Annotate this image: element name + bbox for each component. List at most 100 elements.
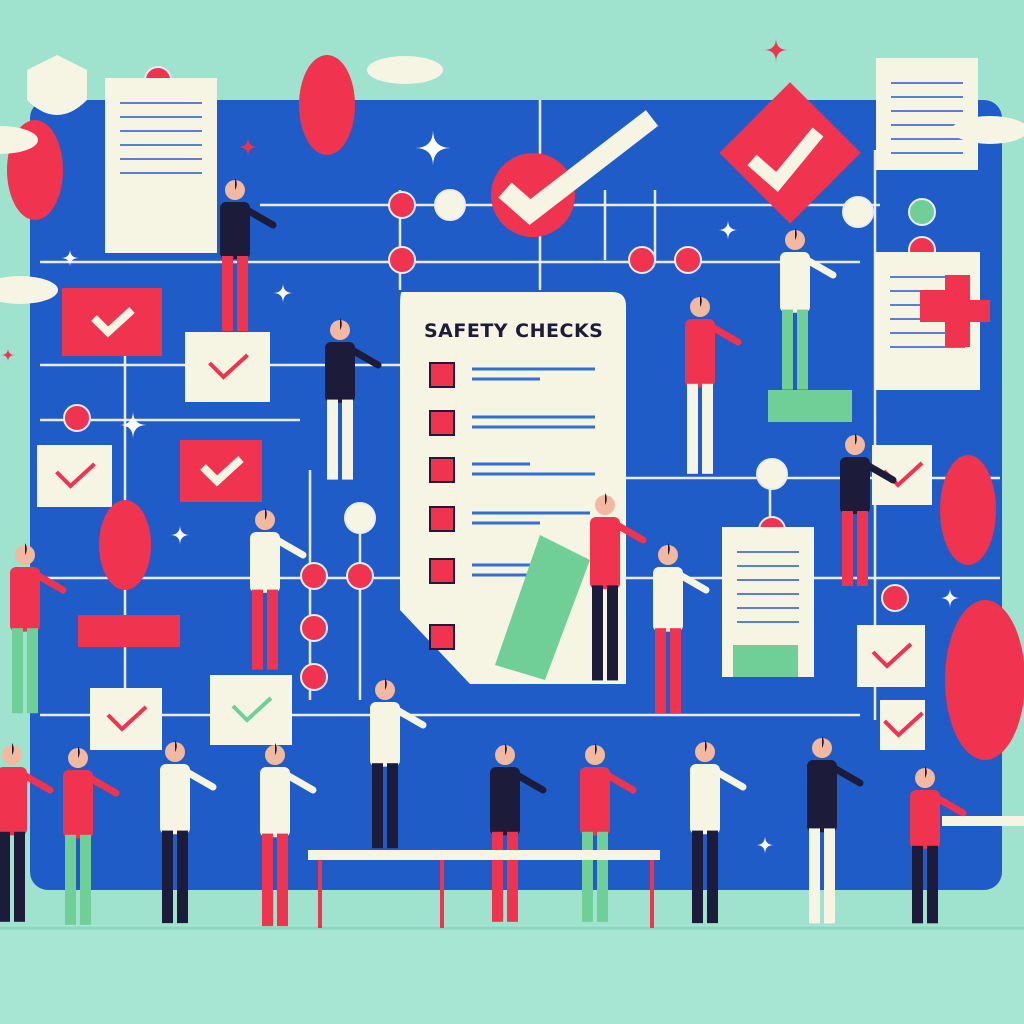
person <box>250 508 307 670</box>
check-card <box>185 332 270 402</box>
flow-node <box>881 584 909 612</box>
sparkle-icon <box>170 525 190 545</box>
check-card <box>857 625 925 687</box>
person-arm <box>713 768 747 791</box>
person-leg <box>327 399 338 480</box>
check-card <box>90 688 162 750</box>
person-leg <box>277 833 288 927</box>
flow-node <box>908 198 936 226</box>
person-torso <box>63 770 93 839</box>
person-hair <box>385 678 387 690</box>
person-hair <box>822 736 824 748</box>
leaves <box>0 55 1024 760</box>
person-leg <box>12 628 23 714</box>
check-icon <box>231 696 273 723</box>
person-hair <box>595 743 597 755</box>
person-leg <box>582 831 593 922</box>
check-icon <box>498 110 659 225</box>
table-leg <box>318 860 322 928</box>
sparkle-icon <box>756 836 774 854</box>
leaf <box>299 55 355 155</box>
person-leg <box>607 585 618 681</box>
flow-node <box>388 246 416 274</box>
cloud <box>0 126 38 154</box>
green-block <box>733 645 798 677</box>
person-leg <box>597 831 608 922</box>
sparkle-icon <box>940 588 960 608</box>
person-torso <box>160 764 190 835</box>
flow-node <box>346 562 374 590</box>
person-hair <box>795 228 797 240</box>
person-leg <box>262 833 273 927</box>
person-leg <box>687 383 698 474</box>
person-arm <box>513 771 547 794</box>
person-hair <box>340 318 342 330</box>
person-leg <box>0 831 10 922</box>
person <box>160 740 217 924</box>
person-leg <box>797 309 808 390</box>
person-hair <box>925 766 927 778</box>
person-torso <box>325 342 355 403</box>
person-hair <box>235 178 237 190</box>
person-leg <box>824 828 835 924</box>
person-leg <box>707 830 718 924</box>
person-arm <box>830 764 864 787</box>
person-leg <box>670 628 681 714</box>
sparkles <box>1 38 960 854</box>
person-torso <box>910 790 940 849</box>
person-torso <box>780 252 810 313</box>
flow-node <box>756 458 788 490</box>
person <box>260 743 317 927</box>
person-hair <box>605 493 607 505</box>
check-card <box>62 288 162 356</box>
sparkle-icon <box>718 220 738 240</box>
person-arm <box>283 771 317 794</box>
person <box>0 743 54 922</box>
cloud <box>952 116 1024 144</box>
person-hair <box>700 295 702 307</box>
person <box>370 678 427 849</box>
person-leg <box>80 834 91 925</box>
document <box>876 58 978 170</box>
checkbox <box>429 624 455 650</box>
sparkle-icon <box>61 249 79 267</box>
flow-node <box>674 246 702 274</box>
person-arm <box>708 323 742 346</box>
person-torso <box>590 517 620 590</box>
person-leg <box>222 256 233 331</box>
person-arm <box>863 461 897 484</box>
sparkle-icon <box>415 130 451 166</box>
side-table <box>942 816 1024 826</box>
flow-node <box>628 246 656 274</box>
sparkle-icon <box>1 348 15 362</box>
person-leg <box>372 763 383 849</box>
check-icon <box>747 127 824 193</box>
checkbox <box>429 457 455 483</box>
check-icon <box>871 642 913 669</box>
person-arm <box>183 768 217 791</box>
table-leg <box>650 860 654 928</box>
person <box>325 318 382 480</box>
leaf <box>99 500 151 590</box>
cloud <box>0 276 58 304</box>
person-hair <box>12 743 14 755</box>
person-torso <box>840 457 870 514</box>
check-icon <box>55 462 96 489</box>
person <box>685 295 742 474</box>
person-arm <box>603 771 637 794</box>
person-arm <box>393 706 427 729</box>
flow-node <box>434 189 466 221</box>
flow-node <box>300 614 328 642</box>
person-leg <box>162 830 173 924</box>
person-arm <box>613 521 647 544</box>
leaf <box>940 455 996 565</box>
person <box>490 743 547 922</box>
check-icon <box>200 456 244 487</box>
person-leg <box>782 309 793 390</box>
person-arm <box>348 346 382 369</box>
person <box>780 228 837 390</box>
person-leg <box>342 399 353 480</box>
person-leg <box>842 511 853 586</box>
person-leg <box>27 628 38 714</box>
